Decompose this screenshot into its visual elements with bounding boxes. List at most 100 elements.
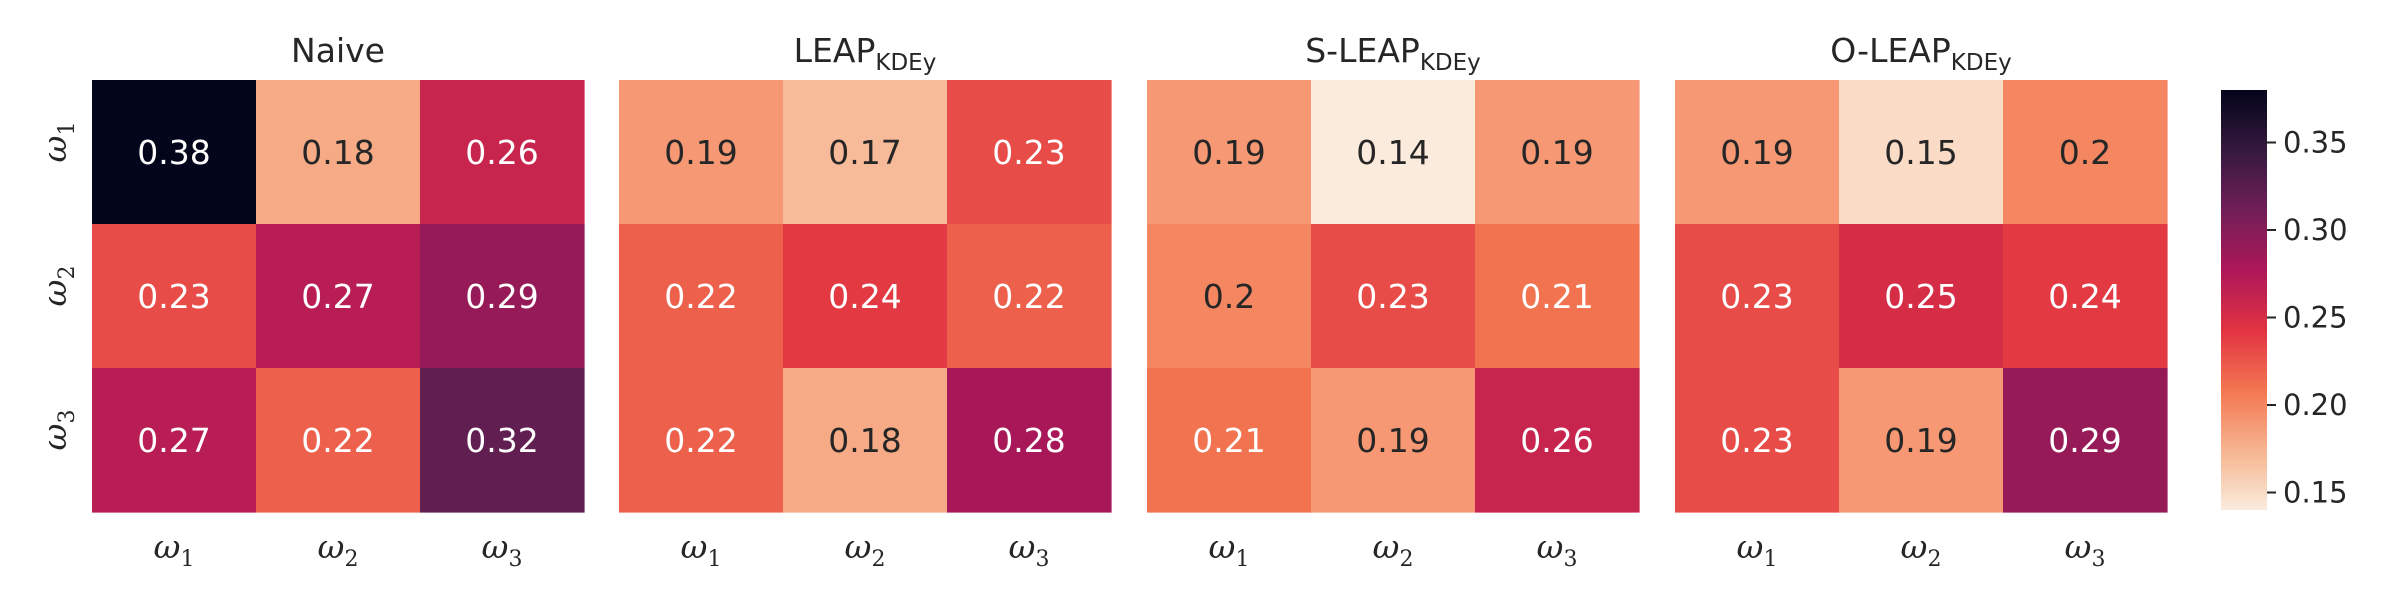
x-tick-label: ω2: [318, 527, 359, 572]
y-tick-label: ω2: [35, 266, 80, 307]
heatmap-cell: [2003, 224, 2168, 369]
heatmap-cell: [1475, 224, 1640, 369]
colorbar-tick-label: 0.30: [2283, 213, 2348, 247]
heatmap-cell: [947, 80, 1112, 225]
x-tick-label: ω1: [681, 527, 722, 572]
heatmap-cell: [783, 80, 948, 225]
heatmap-cell: [1147, 368, 1312, 513]
heatmap-panel: O-LEAPKDEy 0.19 0.15 0.2 0.23 0.25 0.24 0.23 0.1…: [1675, 31, 2168, 572]
heatmap-cell: [1311, 80, 1476, 225]
cell-value-label: 0.18: [301, 133, 374, 172]
x-tick-label: ω2: [845, 527, 886, 572]
heatmap-cell: [1675, 80, 1840, 225]
heatmap-panel: Naive 0.38 0.18 0.26 0.23 0.27 0.29 0.27 0.22 0.3…: [92, 31, 585, 572]
cell-value-label: 0.15: [1884, 133, 1957, 172]
cell-value-label: 0.21: [1192, 421, 1265, 460]
colorbar-tick-label: 0.15: [2283, 476, 2348, 510]
heatmap-cell: [619, 80, 784, 225]
heatmap-cell: [1675, 368, 1840, 513]
cell-value-label: 0.19: [1520, 133, 1593, 172]
cell-value-label: 0.2: [1203, 277, 1255, 316]
heatmap-cell: [947, 368, 1112, 513]
heatmap-cell: [1675, 224, 1840, 369]
cell-value-label: 0.19: [664, 133, 737, 172]
heatmap-cell: [783, 224, 948, 369]
heatmap-cell: [1839, 368, 2004, 513]
x-tick-label: ω1: [154, 527, 195, 572]
y-tick-label: ω1: [35, 122, 80, 163]
panel-title: LEAPKDEy: [794, 31, 937, 76]
heatmap-cell: [256, 80, 421, 225]
cell-value-label: 0.27: [137, 421, 210, 460]
x-tick-label: ω3: [1009, 527, 1050, 572]
cell-value-label: 0.19: [1884, 421, 1957, 460]
cell-value-label: 0.27: [301, 277, 374, 316]
cell-value-label: 0.28: [992, 421, 1065, 460]
heatmap-cell: [619, 368, 784, 513]
heatmap-cell: [1475, 368, 1640, 513]
cell-value-label: 0.19: [1720, 133, 1793, 172]
heatmap-panel: S-LEAPKDEy 0.19 0.14 0.19 0.2 0.23 0.21 0.21 0.1…: [1147, 31, 1640, 572]
x-tick-label: ω3: [482, 527, 523, 572]
cell-value-label: 0.32: [465, 421, 538, 460]
panel-title: Naive: [291, 31, 385, 70]
cell-value-label: 0.23: [992, 133, 1065, 172]
cell-value-label: 0.23: [137, 277, 210, 316]
heatmap-cell: [420, 368, 585, 513]
colorbar-tick-label: 0.20: [2283, 388, 2348, 422]
heatmap-cell: [1839, 224, 2004, 369]
heatmap-cell: [256, 224, 421, 369]
heatmap-panel: LEAPKDEy 0.19 0.17 0.23 0.22 0.24 0.22 0.22 0.18…: [619, 31, 1112, 572]
panel-title: O-LEAPKDEy: [1830, 31, 2011, 76]
heatmap-cell: [256, 368, 421, 513]
cell-value-label: 0.22: [664, 277, 737, 316]
heatmap-cell: [947, 224, 1112, 369]
heatmap-cell: [2003, 368, 2168, 513]
heatmap-cell: [1475, 80, 1640, 225]
cell-value-label: 0.24: [2048, 277, 2121, 316]
cell-value-label: 0.29: [465, 277, 538, 316]
cell-value-label: 0.23: [1720, 277, 1793, 316]
cell-value-label: 0.29: [2048, 421, 2121, 460]
colorbar-tick-label: 0.25: [2283, 301, 2348, 335]
heatmap-cell: [1311, 224, 1476, 369]
cell-value-label: 0.23: [1720, 421, 1793, 460]
colorbar-gradient: [2221, 90, 2267, 510]
colorbar: 0.15 0.20 0.25 0.30 0.35: [2221, 90, 2348, 510]
x-tick-label: ω2: [1901, 527, 1942, 572]
cell-value-label: 0.22: [992, 277, 1065, 316]
x-tick-label: ω3: [2065, 527, 2106, 572]
x-tick-label: ω1: [1209, 527, 1250, 572]
cell-value-label: 0.38: [137, 133, 210, 172]
cell-value-label: 0.24: [828, 277, 901, 316]
cell-value-label: 0.26: [465, 133, 538, 172]
x-tick-label: ω2: [1373, 527, 1414, 572]
cell-value-label: 0.25: [1884, 277, 1957, 316]
heatmap-cell: [1839, 80, 2004, 225]
cell-value-label: 0.19: [1356, 421, 1429, 460]
colorbar-tick-label: 0.35: [2283, 126, 2348, 160]
cell-value-label: 0.21: [1520, 277, 1593, 316]
x-tick-label: ω3: [1537, 527, 1578, 572]
heatmap-cell: [2003, 80, 2168, 225]
cell-value-label: 0.22: [301, 421, 374, 460]
heatmap-cell: [420, 224, 585, 369]
heatmap-cell: [420, 80, 585, 225]
x-tick-label: ω1: [1737, 527, 1778, 572]
cell-value-label: 0.18: [828, 421, 901, 460]
panel-title: S-LEAPKDEy: [1305, 31, 1481, 76]
cell-value-label: 0.19: [1192, 133, 1265, 172]
heatmap-cell: [1147, 80, 1312, 225]
cell-value-label: 0.14: [1356, 133, 1429, 172]
cell-value-label: 0.23: [1356, 277, 1429, 316]
cell-value-label: 0.2: [2059, 133, 2111, 172]
heatmap-cell: [619, 224, 784, 369]
heatmap-cell: [783, 368, 948, 513]
y-tick-label: ω3: [35, 410, 80, 451]
heatmap-cell: [92, 80, 257, 225]
cell-value-label: 0.26: [1520, 421, 1593, 460]
heatmap-cell: [1311, 368, 1476, 513]
heatmap-cell: [1147, 224, 1312, 369]
cell-value-label: 0.22: [664, 421, 737, 460]
